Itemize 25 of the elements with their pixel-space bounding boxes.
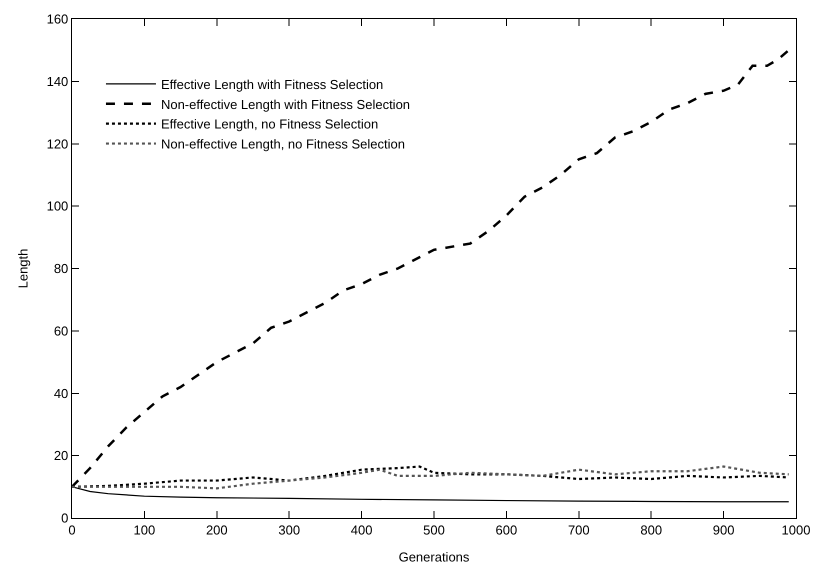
x-tick-label: 600 xyxy=(496,522,518,538)
x-tick-label: 700 xyxy=(568,522,590,538)
y-tick-label: 80 xyxy=(54,261,68,276)
x-tick-label: 500 xyxy=(423,522,445,538)
x-tick-label: 300 xyxy=(278,522,300,538)
y-tick-label: 140 xyxy=(46,74,68,89)
legend-label: Effective Length with Fitness Selection xyxy=(160,76,384,92)
x-axis-title: Generations xyxy=(398,549,470,564)
y-tick-label: 60 xyxy=(54,323,68,338)
y-tick-label: 100 xyxy=(46,198,68,214)
y-tick-label: 40 xyxy=(54,386,68,401)
x-tick-label: 400 xyxy=(350,522,372,538)
x-tick-label: 1000 xyxy=(782,522,810,538)
x-tick-label: 100 xyxy=(134,522,156,538)
legend-label: Non-effective Length with Fitness Selection xyxy=(160,96,410,112)
y-tick-label: 0 xyxy=(61,510,68,526)
legend-label: Effective Length, no Fitness Selection xyxy=(160,116,378,132)
y-tick-label: 160 xyxy=(46,12,68,27)
x-tick-label: 200 xyxy=(206,522,228,538)
x-tick-label: 900 xyxy=(712,522,734,538)
y-tick-label: 20 xyxy=(54,448,68,464)
x-tick-label: 800 xyxy=(640,522,662,538)
y-axis-title: Length xyxy=(16,248,31,288)
y-tick-label: 120 xyxy=(46,136,68,152)
legend-label: Non-effective Length, no Fitness Selection xyxy=(160,136,405,152)
